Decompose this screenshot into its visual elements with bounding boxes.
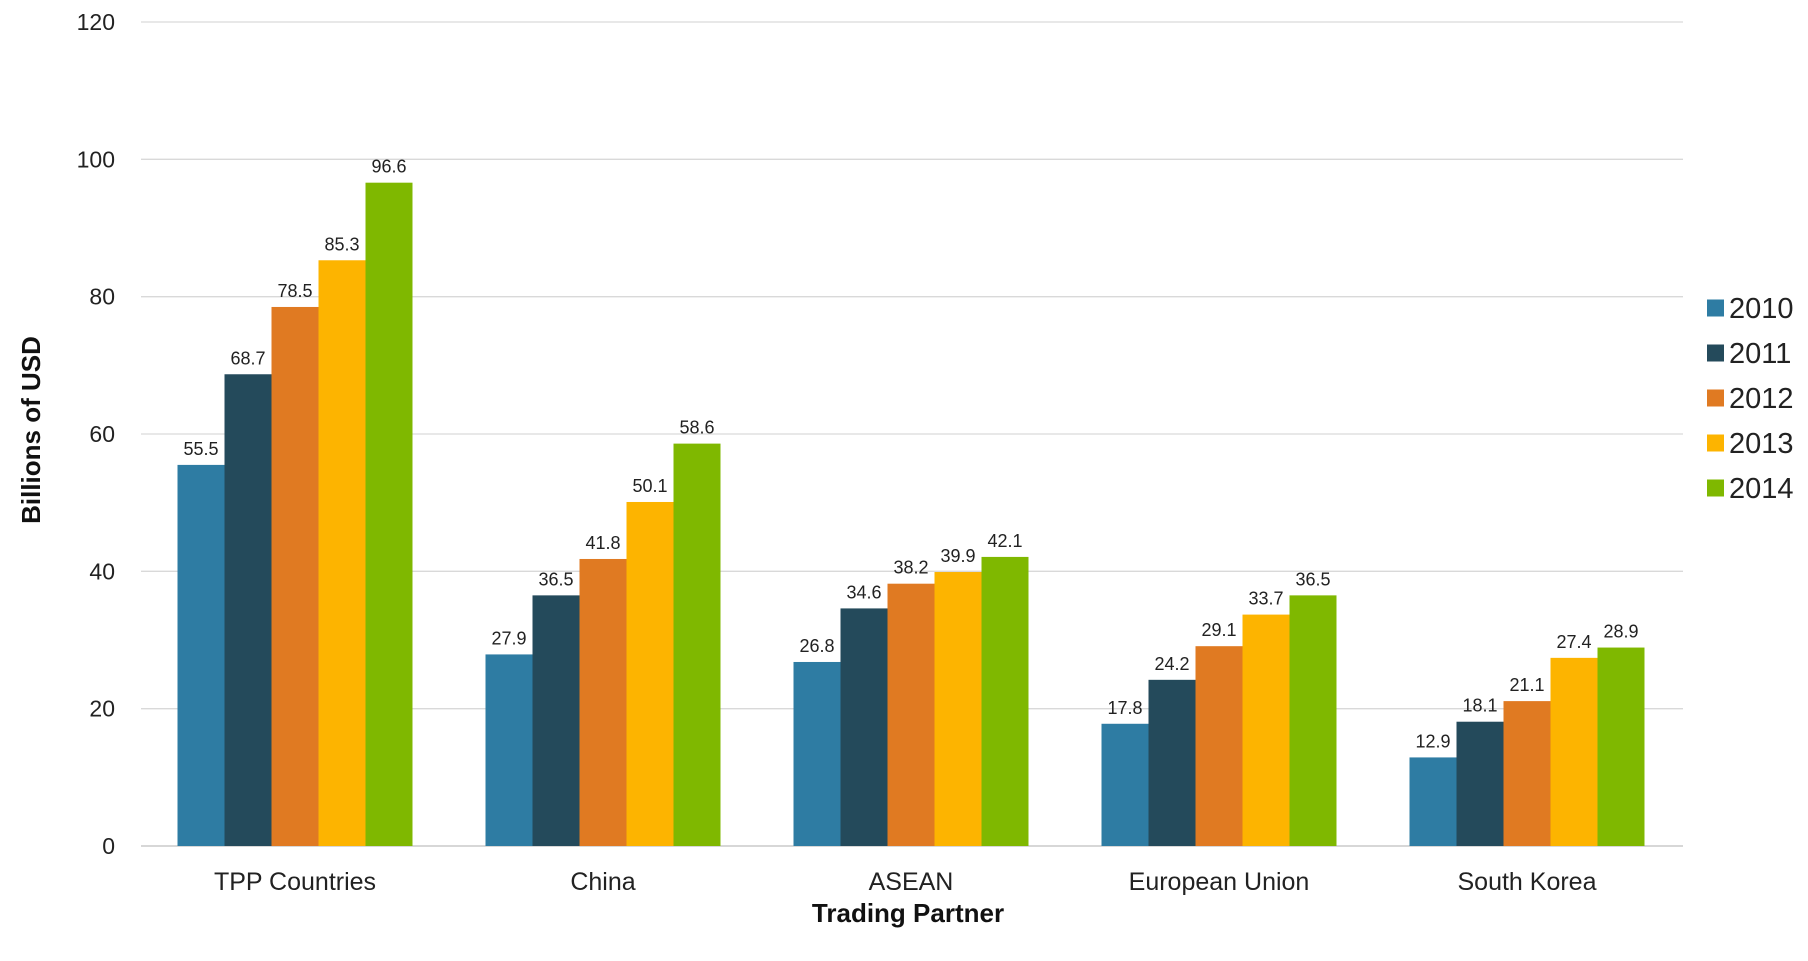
legend-swatch <box>1707 434 1724 452</box>
legend-label: 2013 <box>1729 428 1794 460</box>
bar <box>579 558 627 846</box>
legend-swatch <box>1707 299 1724 317</box>
y-tick-label: 100 <box>77 146 115 172</box>
data-label: 58.6 <box>679 418 714 438</box>
bar <box>793 661 841 846</box>
data-label: 41.8 <box>585 533 620 553</box>
y-axis-title: Billions of USD <box>16 336 46 524</box>
data-label: 39.9 <box>940 546 975 566</box>
bar <box>532 595 580 846</box>
bar <box>887 583 935 846</box>
legend-label: 2010 <box>1729 293 1794 325</box>
x-axis-title: Trading Partner <box>812 898 1004 928</box>
data-label: 28.9 <box>1603 622 1638 642</box>
data-label: 12.9 <box>1415 731 1450 751</box>
data-label: 26.8 <box>799 636 834 656</box>
data-labels: 55.5 68.7 78.5 85.3 96.6 27.9 36.5 41.8 50.1 58.6… <box>183 157 1638 752</box>
legend-item: 2012 <box>1707 383 1794 415</box>
data-label: 34.6 <box>846 582 881 602</box>
data-label: 18.1 <box>1462 696 1497 716</box>
data-label: 96.6 <box>371 157 406 177</box>
data-label: 17.8 <box>1107 698 1142 718</box>
bar <box>177 464 225 846</box>
data-label: 78.5 <box>277 281 312 301</box>
x-category-label: South Korea <box>1458 868 1597 896</box>
bar <box>271 306 319 846</box>
legend-item: 2014 <box>1707 473 1794 505</box>
data-label: 33.7 <box>1248 589 1283 609</box>
bar <box>365 182 413 846</box>
data-label: 36.5 <box>538 569 573 589</box>
bar <box>626 501 674 846</box>
data-label: 27.4 <box>1556 632 1591 652</box>
bar <box>1148 679 1196 846</box>
data-label: 36.5 <box>1295 569 1330 589</box>
data-label: 24.2 <box>1154 654 1189 674</box>
bar <box>1550 657 1598 846</box>
y-tick-label: 20 <box>89 696 115 722</box>
bar <box>981 556 1029 846</box>
data-label: 68.7 <box>230 348 265 368</box>
x-axis-categories: TPP Countries China ASEAN European Union Sou… <box>214 868 1597 896</box>
bar <box>1456 721 1504 846</box>
x-category-label: European Union <box>1129 868 1310 896</box>
legend: 2010 2011 2012 2013 2014 <box>1707 293 1794 505</box>
legend-label: 2011 <box>1729 338 1791 370</box>
legend-swatch <box>1707 479 1724 497</box>
bar <box>840 608 888 846</box>
y-axis-ticks: 0 20 40 60 80 100 120 <box>77 9 115 859</box>
bar <box>1289 595 1337 846</box>
x-category-label: ASEAN <box>869 868 954 896</box>
y-tick-label: 0 <box>102 833 115 859</box>
legend-swatch <box>1707 344 1724 362</box>
y-tick-label: 80 <box>89 284 115 310</box>
legend-label: 2014 <box>1729 473 1794 505</box>
data-label: 29.1 <box>1201 620 1236 640</box>
y-tick-label: 60 <box>89 421 115 447</box>
data-label: 27.9 <box>491 628 526 648</box>
y-tick-label: 40 <box>89 558 115 584</box>
bar <box>1597 647 1645 846</box>
data-label: 55.5 <box>183 439 218 459</box>
bar <box>1503 701 1551 846</box>
legend-label: 2012 <box>1729 383 1794 415</box>
bar <box>1195 646 1243 846</box>
y-tick-label: 120 <box>77 9 115 35</box>
bar <box>485 654 533 846</box>
data-label: 42.1 <box>987 531 1022 551</box>
bar <box>1101 723 1149 846</box>
legend-item: 2010 <box>1707 293 1794 325</box>
data-label: 50.1 <box>632 476 667 496</box>
bar <box>318 260 366 847</box>
x-category-label: China <box>570 868 635 896</box>
legend-swatch <box>1707 389 1724 407</box>
bar <box>934 572 982 846</box>
legend-item: 2013 <box>1707 428 1794 460</box>
data-label: 85.3 <box>324 234 359 254</box>
bar <box>224 374 272 846</box>
bar <box>1409 757 1457 846</box>
legend-item: 2011 <box>1707 338 1791 370</box>
data-label: 38.2 <box>893 558 928 578</box>
bars <box>177 182 1645 847</box>
bar <box>673 443 721 846</box>
data-label: 21.1 <box>1509 675 1544 695</box>
x-category-label: TPP Countries <box>214 868 376 896</box>
bar <box>1242 614 1290 846</box>
